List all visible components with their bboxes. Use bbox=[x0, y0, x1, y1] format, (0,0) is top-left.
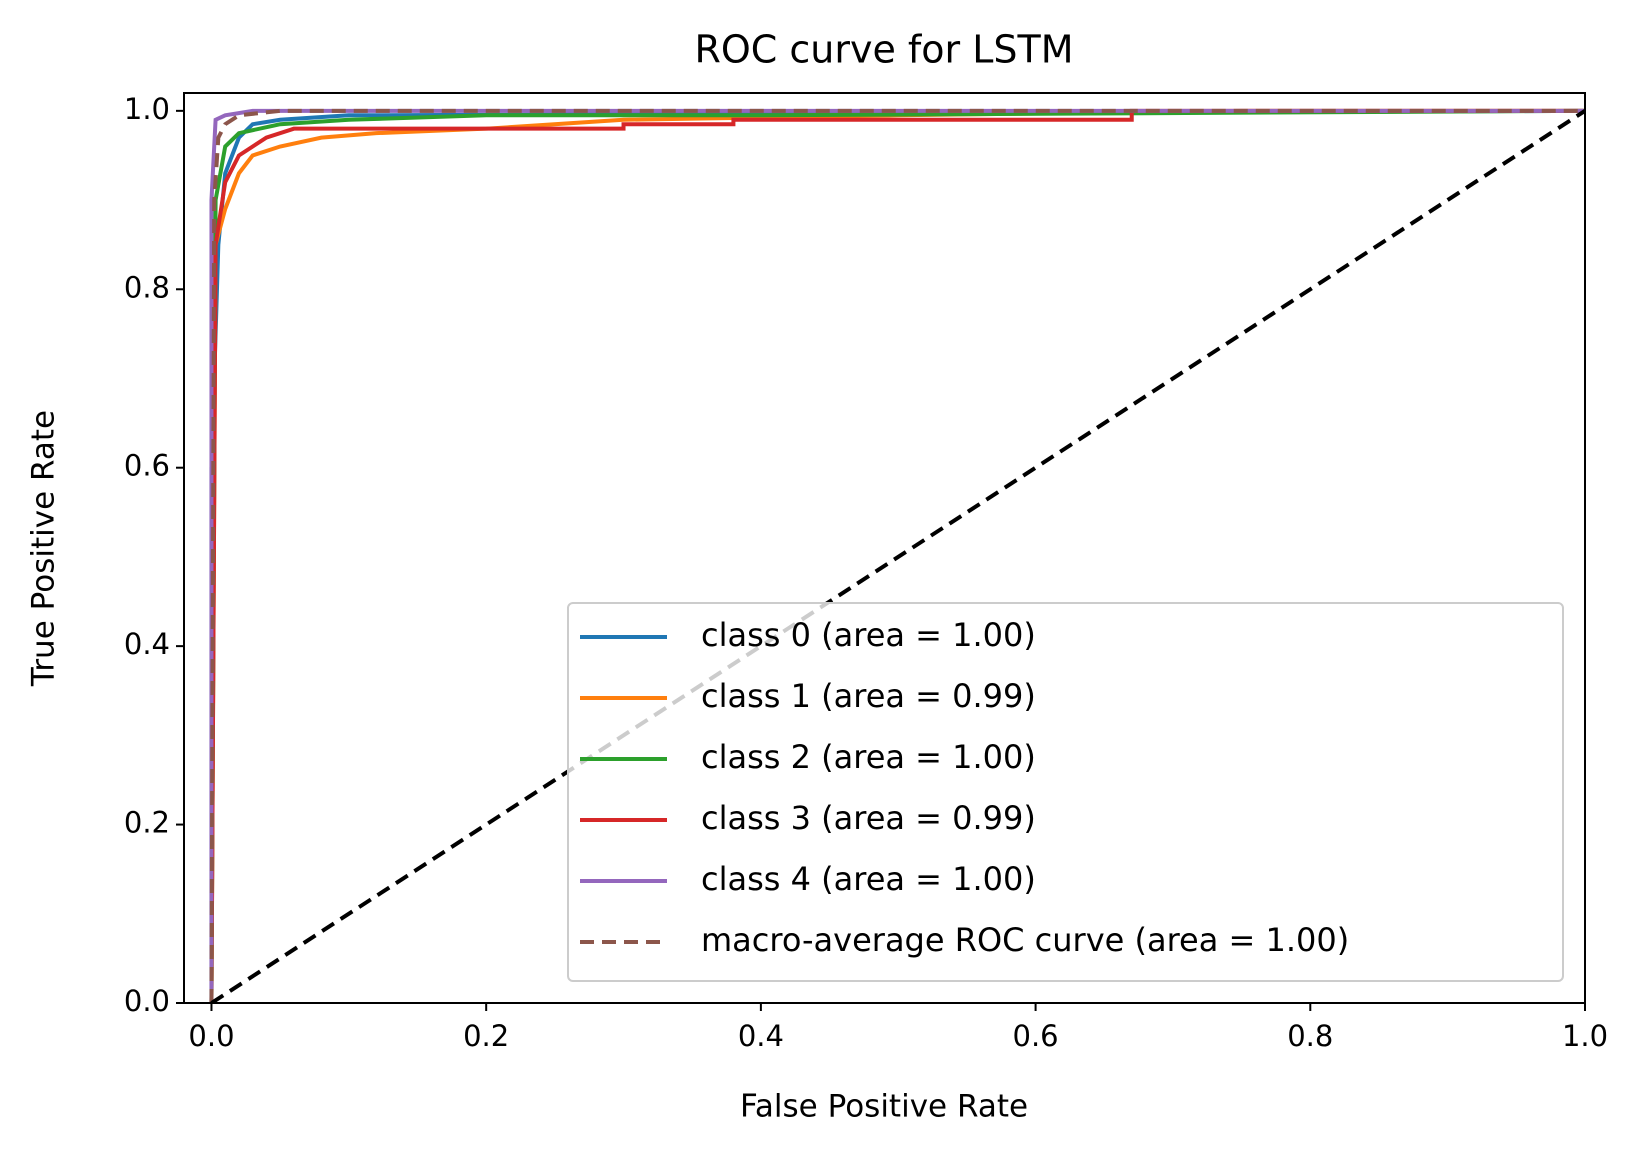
legend-label: class 3 (area = 0.99) bbox=[701, 799, 1036, 837]
axes-frame bbox=[183, 92, 1586, 1004]
y-tick-label: 0.8 bbox=[124, 270, 170, 304]
legend-label: macro-average ROC curve (area = 1.00) bbox=[701, 921, 1349, 959]
y-axis-label: True Positive Rate bbox=[26, 410, 62, 687]
series-line bbox=[209, 108, 1585, 1003]
series-line bbox=[210, 109, 1585, 1003]
y-tick-label: 0.6 bbox=[124, 449, 170, 483]
series-line bbox=[209, 108, 1585, 1003]
x-tick-label: 0.4 bbox=[738, 1019, 784, 1053]
y-tick-label: 1.0 bbox=[124, 92, 170, 126]
x-tick-label: 1.0 bbox=[1562, 1019, 1608, 1053]
x-tick-label: 0.8 bbox=[1287, 1019, 1333, 1053]
legend-box bbox=[567, 602, 1564, 982]
y-tick-label: 0.2 bbox=[124, 806, 170, 840]
chart-title: ROC curve for LSTM bbox=[694, 28, 1073, 72]
x-tick-label: 0.0 bbox=[188, 1019, 234, 1053]
y-tick-label: 0.4 bbox=[124, 627, 170, 661]
series-line bbox=[209, 108, 1585, 1003]
legend-label: class 0 (area = 1.00) bbox=[701, 616, 1036, 654]
plot-area bbox=[209, 108, 1585, 1003]
x-tick-label: 0.2 bbox=[463, 1019, 509, 1053]
y-tick-label: 0.0 bbox=[124, 984, 170, 1018]
legend-label: class 2 (area = 1.00) bbox=[701, 738, 1036, 776]
legend-label: class 4 (area = 1.00) bbox=[701, 860, 1036, 898]
x-tick-label: 0.6 bbox=[1013, 1019, 1059, 1053]
legend-label: class 1 (area = 0.99) bbox=[701, 677, 1036, 715]
x-axis-label: False Positive Rate bbox=[740, 1089, 1028, 1125]
